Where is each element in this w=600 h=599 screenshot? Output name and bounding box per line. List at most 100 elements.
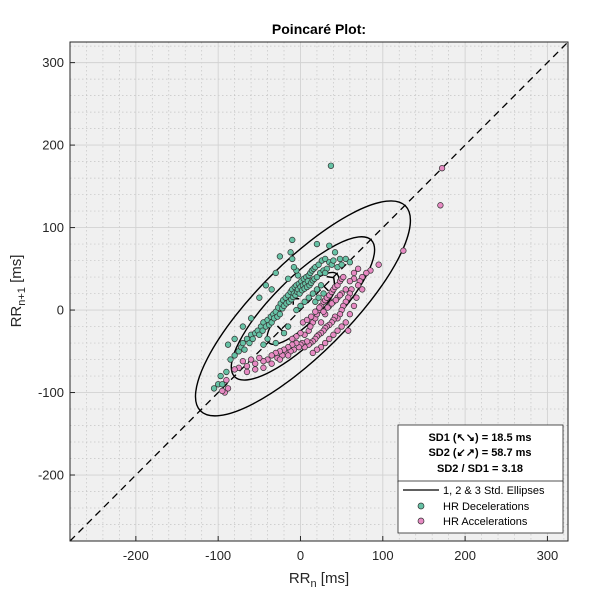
- decel-point: [313, 273, 321, 281]
- decel-point: [239, 339, 247, 347]
- decel-point: [317, 282, 325, 289]
- accel-point: [268, 360, 275, 367]
- accel-point: [342, 286, 349, 293]
- accel-point: [268, 352, 275, 359]
- decel-point: [260, 341, 267, 348]
- x-tick-label: 300: [537, 548, 559, 563]
- accel-point: [350, 269, 358, 277]
- series-accelerations: [219, 165, 446, 396]
- series-decelerations: [210, 162, 354, 392]
- accel-point: [322, 339, 329, 347]
- decel-point: [284, 275, 292, 282]
- accel-point: [276, 356, 284, 363]
- decel-point: [320, 290, 327, 297]
- decel-point: [313, 240, 321, 248]
- decel-point: [287, 249, 294, 256]
- decel-point: [276, 253, 284, 260]
- decel-point: [249, 335, 256, 343]
- chart-title: Poincaré Plot:: [272, 21, 366, 37]
- accel-point: [256, 354, 263, 362]
- x-axis-label: RRn [ms]: [289, 570, 349, 590]
- accel-point: [224, 385, 232, 392]
- accel-point: [437, 202, 444, 209]
- accel-point: [309, 349, 316, 357]
- x-tick-label: -100: [205, 548, 231, 563]
- accel-point: [346, 278, 354, 285]
- accel-point: [336, 292, 344, 299]
- accel-point: [328, 300, 335, 307]
- accel-point: [342, 319, 349, 326]
- decel-point: [231, 352, 238, 359]
- decel-point: [322, 255, 329, 263]
- y-ticks: -200 -100 0 100 200 300: [38, 55, 75, 483]
- x-tick-label: 0: [297, 548, 304, 563]
- accel-point: [334, 327, 341, 334]
- y-axis-label: RRn+1 [ms]: [8, 255, 28, 328]
- x-ticks: -200 -100 0 100 200 300: [123, 536, 558, 563]
- decel-point: [327, 162, 335, 169]
- sd2-stat: SD2 (↙↗) = 58.7 ms: [428, 447, 531, 459]
- accel-point: [312, 308, 319, 315]
- decel-point: [259, 327, 266, 334]
- decel-point: [289, 236, 296, 244]
- accel-point: [438, 165, 446, 172]
- accel-point: [332, 297, 340, 304]
- decel-point: [264, 335, 271, 343]
- accel-point: [317, 319, 325, 326]
- accel-point: [307, 323, 314, 330]
- decel-point: [268, 286, 275, 293]
- accel-point: [243, 362, 251, 370]
- decel-point: [346, 259, 354, 266]
- decel-point: [331, 249, 339, 256]
- decel-point: [227, 356, 234, 363]
- legend: 1, 2 & 3 Std. Ellipses HR Decelerations …: [397, 480, 564, 534]
- decel-point: [217, 372, 224, 380]
- y-tick-label: -100: [38, 385, 64, 400]
- accel-point: [354, 265, 362, 272]
- accel-point: [260, 358, 267, 365]
- accel-point: [243, 368, 251, 376]
- legend-ellipses-label: 1, 2 & 3 Std. Ellipses: [443, 485, 545, 497]
- decel-point: [276, 311, 284, 318]
- accel-point: [219, 387, 226, 395]
- decel-point: [305, 294, 312, 301]
- decel-point: [280, 330, 288, 337]
- accel-point: [320, 308, 327, 315]
- accel-point: [326, 335, 333, 343]
- decel-point: [219, 381, 226, 388]
- accel-point: [338, 323, 345, 330]
- accel-point: [345, 327, 352, 334]
- sd2-arrow-head: [326, 275, 336, 285]
- decel-point: [336, 255, 344, 263]
- accel-point: [247, 356, 255, 363]
- decel-point: [241, 346, 248, 353]
- decel-point: [256, 331, 263, 338]
- plot-frame: [69, 41, 569, 542]
- y-tick-label: 0: [57, 303, 64, 318]
- decel-point: [315, 294, 322, 301]
- decel-point: [289, 255, 296, 263]
- y-tick-label: 300: [42, 55, 64, 70]
- accel-point: [297, 330, 304, 337]
- accel-point: [363, 269, 370, 277]
- accel-point: [223, 377, 230, 384]
- decel-point: [256, 294, 263, 301]
- accel-point: [340, 273, 347, 281]
- decel-point: [342, 255, 349, 263]
- decel-point: [297, 302, 304, 310]
- decel-point: [231, 335, 238, 343]
- decel-point: [239, 323, 247, 330]
- decel-point: [272, 269, 279, 277]
- accel-point: [252, 366, 259, 373]
- accel-point: [375, 261, 382, 268]
- decel-point: [338, 261, 345, 268]
- accel-point: [316, 304, 323, 311]
- ratio-stat: SD2 / SD1 = 3.18: [437, 463, 523, 475]
- decel-point: [246, 339, 253, 347]
- legend-decel-label: HR Decelerations: [443, 501, 530, 513]
- accel-point: [330, 331, 337, 338]
- ellipse-3-sd: [194, 200, 412, 417]
- accel-point: [260, 364, 267, 371]
- x-tick-label: -200: [123, 548, 149, 563]
